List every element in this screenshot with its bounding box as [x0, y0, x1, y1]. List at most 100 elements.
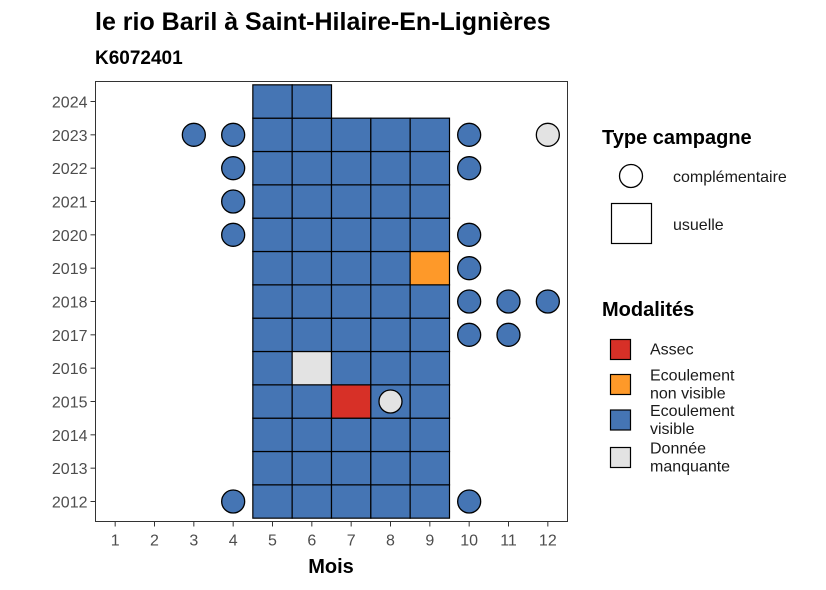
cell-2012-7: [330, 484, 372, 519]
cell-2014-8: [370, 417, 411, 453]
cell-2021-9: [409, 184, 451, 219]
cell-2014-6: [291, 417, 333, 453]
cell-2022-5: [252, 150, 293, 186]
point-2018-11: [496, 289, 521, 314]
cell-2021-6: [291, 184, 333, 219]
y-tick-label-2023: 2023: [52, 128, 88, 145]
cell-2022-8: [370, 150, 411, 186]
legend-type-campagne: Type campagne complémentaire usuelle: [602, 127, 787, 245]
cell-2020-7: [330, 217, 372, 253]
legend-modalites-title: Modalités: [602, 299, 694, 321]
point-2015-8: [378, 389, 403, 414]
cell-2012-6: [291, 484, 333, 519]
point-2023-12: [535, 122, 560, 147]
point-2021-4: [221, 189, 246, 214]
legend-circle-label: complémentaire: [673, 169, 787, 186]
panel-border: [95, 81, 568, 522]
point-2018-12: [535, 289, 560, 314]
legend-type-title: Type campagne: [602, 127, 752, 149]
cell-2019-6: [291, 250, 333, 286]
y-tick-label-2015: 2015: [52, 395, 88, 412]
x-tick-label-9: 9: [425, 533, 434, 550]
cell-2019-8: [370, 250, 411, 286]
cell-2019-9: [409, 250, 451, 286]
cell-2023-5: [252, 117, 293, 153]
cell-2015-9: [409, 384, 451, 419]
usuelle-cells: [252, 84, 451, 519]
cell-2019-5: [252, 250, 293, 286]
chart-title: le rio Baril à Saint-Hilaire-En-Lignière…: [95, 8, 551, 36]
point-2019-10: [457, 256, 482, 281]
legend-circle-symbol: [618, 163, 644, 189]
y-tick-label-2024: 2024: [52, 95, 88, 112]
legend-label-3-1: manquante: [650, 459, 730, 476]
cell-2020-9: [409, 217, 451, 253]
y-tick-label-2016: 2016: [52, 361, 88, 378]
legend-square-label: usuelle: [673, 217, 724, 234]
cell-2012-8: [370, 484, 411, 519]
cell-2022-9: [409, 150, 451, 186]
point-2023-3: [181, 122, 206, 147]
y-tick-label-2019: 2019: [52, 261, 88, 278]
legend-key-0: [609, 338, 632, 361]
chart-subtitle: K6072401: [95, 48, 183, 69]
legend-key-2: [609, 409, 632, 431]
x-axis-title: Mois: [308, 556, 354, 578]
legend-label-1-0: Ecoulement: [650, 368, 735, 385]
x-tick-label-2: 2: [150, 533, 159, 550]
complementaire-points: [181, 122, 560, 514]
cell-2013-9: [409, 450, 451, 486]
legend-label-3-0: Donnée: [650, 441, 706, 458]
point-2020-4: [221, 222, 246, 247]
cell-2016-6: [291, 350, 333, 386]
cell-2020-6: [291, 217, 333, 253]
cell-2016-8: [370, 350, 411, 386]
point-2020-10: [457, 222, 482, 247]
cell-2023-6: [291, 117, 333, 153]
x-tick-label-11: 11: [500, 533, 517, 550]
cell-2023-8: [370, 117, 411, 153]
x-tick-label-8: 8: [386, 533, 395, 550]
y-tick-label-2014: 2014: [52, 428, 88, 445]
cell-2018-8: [370, 284, 411, 319]
legend-key-3: [609, 446, 632, 469]
legend-label-2-1: visible: [650, 421, 695, 438]
cell-2017-6: [291, 317, 333, 353]
y-tick-label-2018: 2018: [52, 295, 88, 312]
cell-2017-8: [370, 317, 411, 353]
cell-2018-7: [330, 284, 372, 319]
x-tick-label-6: 6: [307, 533, 316, 550]
x-tick-label-5: 5: [268, 533, 277, 550]
cell-2018-9: [409, 284, 451, 319]
x-axis: 1 2 3 4 5 6 7 8 9 10 11 12: [111, 521, 557, 550]
cell-2012-9: [409, 484, 451, 519]
cell-2018-6: [291, 284, 333, 319]
cell-2023-9: [409, 117, 451, 153]
cell-2021-5: [252, 184, 293, 219]
cell-2016-7: [330, 350, 372, 386]
y-axis: 2012 2013 2014 2015 2016 2017 2018 2019 2020 2021…: [52, 95, 96, 512]
y-tick-label-2012: 2012: [52, 495, 88, 512]
y-tick-label-2013: 2013: [52, 461, 88, 478]
cell-2013-7: [330, 450, 372, 486]
cell-2013-5: [252, 450, 293, 486]
cell-2014-5: [252, 417, 293, 453]
cell-2016-5: [252, 350, 293, 386]
point-2012-10: [457, 489, 482, 514]
y-tick-label-2022: 2022: [52, 161, 88, 178]
cell-2013-6: [291, 450, 333, 486]
cell-2017-5: [252, 317, 293, 353]
cell-2022-6: [291, 150, 333, 186]
cell-2016-9: [409, 350, 451, 386]
point-2012-4: [221, 489, 246, 514]
legend-square-symbol: [610, 202, 653, 245]
point-2023-10: [457, 122, 482, 147]
x-tick-label-3: 3: [189, 533, 198, 550]
cell-2017-7: [330, 317, 372, 353]
cell-2022-7: [330, 150, 372, 186]
x-tick-label-10: 10: [460, 533, 478, 550]
point-2018-10: [457, 289, 482, 314]
cell-2023-7: [330, 117, 372, 153]
